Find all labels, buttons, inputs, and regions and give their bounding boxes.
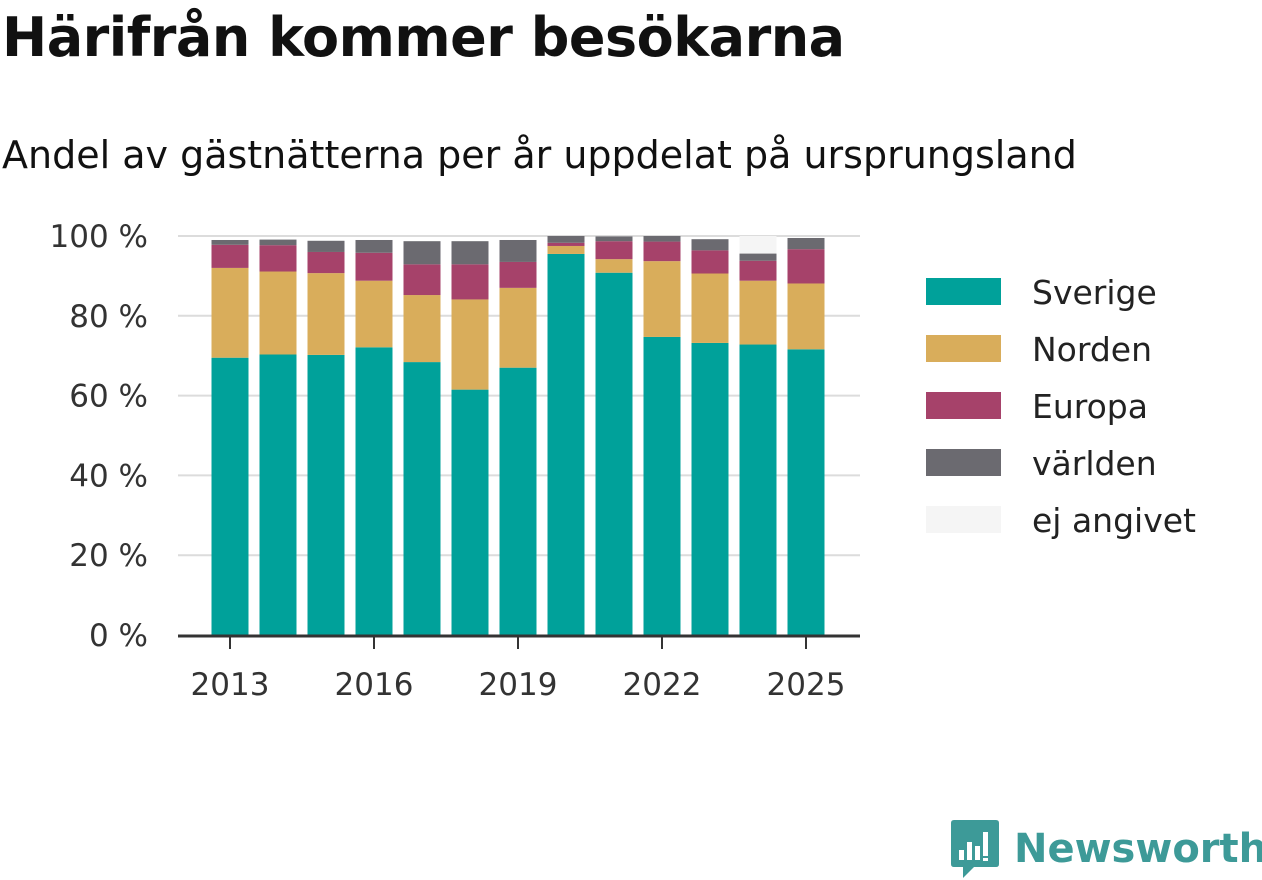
- bar-segment-världen-2018: [451, 241, 489, 265]
- chart-title: Härifrån kommer besökarna: [2, 6, 845, 69]
- bar-segment-norden-2017: [403, 295, 441, 363]
- bar-segment-norden-2022: [643, 261, 681, 337]
- bar-segment-världen-2014: [259, 239, 297, 246]
- legend-label: Norden: [1032, 330, 1152, 369]
- legend-swatch: [926, 392, 1001, 419]
- brand-name: Newsworthy: [1014, 826, 1262, 872]
- legend-label: Europa: [1032, 387, 1148, 426]
- bar-segment-norden-2019: [499, 287, 537, 368]
- x-tick-label: 2016: [335, 667, 414, 703]
- bar-segment-sverige-2025: [787, 349, 825, 635]
- bar-segment-europa-2023: [691, 250, 729, 274]
- bar-segment-norden-2015: [307, 273, 345, 355]
- bar-segment-världen-2013: [211, 239, 249, 245]
- bar-segment-europa-2016: [355, 252, 393, 281]
- bar-segment-sverige-2022: [643, 336, 681, 635]
- bar-segment-europa-2025: [787, 249, 825, 284]
- newsworthy-logo-icon: [951, 820, 999, 878]
- bar-segment-sverige-2016: [355, 347, 393, 635]
- y-tick-label: 60 %: [69, 379, 148, 415]
- stacked-bar-chart: 0 % 20 % 40 % 60 % 80 % 100 % 2013 2016 2019 2022…: [50, 219, 1197, 703]
- bar-segment-norden-2018: [451, 299, 489, 390]
- bar-segment-europa-2013: [211, 244, 249, 268]
- x-tick-label: 2022: [623, 667, 702, 703]
- bar-segment-europa-2017: [403, 264, 441, 296]
- bar-segment-världen-2024: [739, 253, 777, 261]
- bar-segment-sverige-2020: [547, 253, 585, 635]
- bar-segment-europa-2018: [451, 264, 489, 300]
- bar-segment-norden-2024: [739, 280, 777, 345]
- bar-segment-europa-2024: [739, 260, 777, 281]
- bar-segment-europa-2022: [643, 241, 681, 262]
- legend-swatch: [926, 506, 1001, 533]
- bar-segment-sverige-2014: [259, 354, 297, 635]
- y-tick-label: 40 %: [69, 458, 148, 494]
- bar-segment-europa-2019: [499, 261, 537, 288]
- brand-logo: Newsworthy: [950, 818, 1262, 880]
- legend-swatch: [926, 278, 1001, 305]
- bar-segment-norden-2021: [595, 259, 633, 273]
- bar-segment-världen-2017: [403, 241, 441, 265]
- x-tick-label: 2013: [191, 667, 270, 703]
- axes: 0 % 20 % 40 % 60 % 80 % 100 % 2013 2016 2019 2022…: [50, 219, 860, 703]
- bar-segment-sverige-2024: [739, 344, 777, 635]
- bar-segment-världen-2023: [691, 239, 729, 251]
- bar-segment-norden-2013: [211, 267, 249, 358]
- bar-segment-världen-2015: [307, 240, 345, 252]
- bar-segment-norden-2025: [787, 283, 825, 350]
- legend-label: Sverige: [1032, 273, 1157, 312]
- bar-segment-världen-2016: [355, 239, 393, 253]
- legend: Sverige Norden Europa världen ej angivet: [926, 273, 1196, 540]
- bar-segment-europa-2015: [307, 251, 345, 274]
- x-tick-label: 2025: [767, 667, 846, 703]
- bar-segment-ej-angivet-2024: [739, 236, 777, 254]
- bar-segment-världen-2020: [547, 236, 585, 243]
- bar-segment-sverige-2017: [403, 362, 441, 635]
- y-tick-label: 0 %: [89, 618, 148, 654]
- bar-segment-sverige-2019: [499, 367, 537, 635]
- bar-segment-sverige-2021: [595, 272, 633, 635]
- legend-swatch: [926, 335, 1001, 362]
- y-tick-label: 100 %: [50, 219, 148, 255]
- bar-segment-norden-2016: [355, 280, 393, 348]
- bar-segment-europa-2020: [547, 242, 585, 246]
- legend-label: ej angivet: [1032, 501, 1196, 540]
- bar-segment-världen-2022: [643, 236, 681, 242]
- bar-segment-världen-2019: [499, 239, 537, 262]
- legend-label: världen: [1032, 444, 1157, 483]
- bar-segment-europa-2021: [595, 241, 633, 260]
- bar-segment-norden-2014: [259, 271, 297, 355]
- y-tick-label: 80 %: [69, 299, 148, 335]
- bar-segment-världen-2021: [595, 236, 633, 242]
- bar-segment-sverige-2023: [691, 342, 729, 635]
- chart-subtitle: Andel av gästnätterna per år uppdelat på…: [2, 133, 1077, 177]
- bar-segment-sverige-2013: [211, 357, 249, 635]
- bar-segment-europa-2014: [259, 245, 297, 272]
- legend-swatch: [926, 449, 1001, 476]
- bar-segment-sverige-2018: [451, 389, 489, 635]
- bar-segment-norden-2023: [691, 273, 729, 343]
- bar-segment-norden-2020: [547, 245, 585, 254]
- y-tick-label: 20 %: [69, 538, 148, 574]
- bars: [211, 236, 825, 635]
- x-tick-label: 2019: [479, 667, 558, 703]
- bar-segment-världen-2025: [787, 237, 825, 250]
- bar-segment-sverige-2015: [307, 354, 345, 635]
